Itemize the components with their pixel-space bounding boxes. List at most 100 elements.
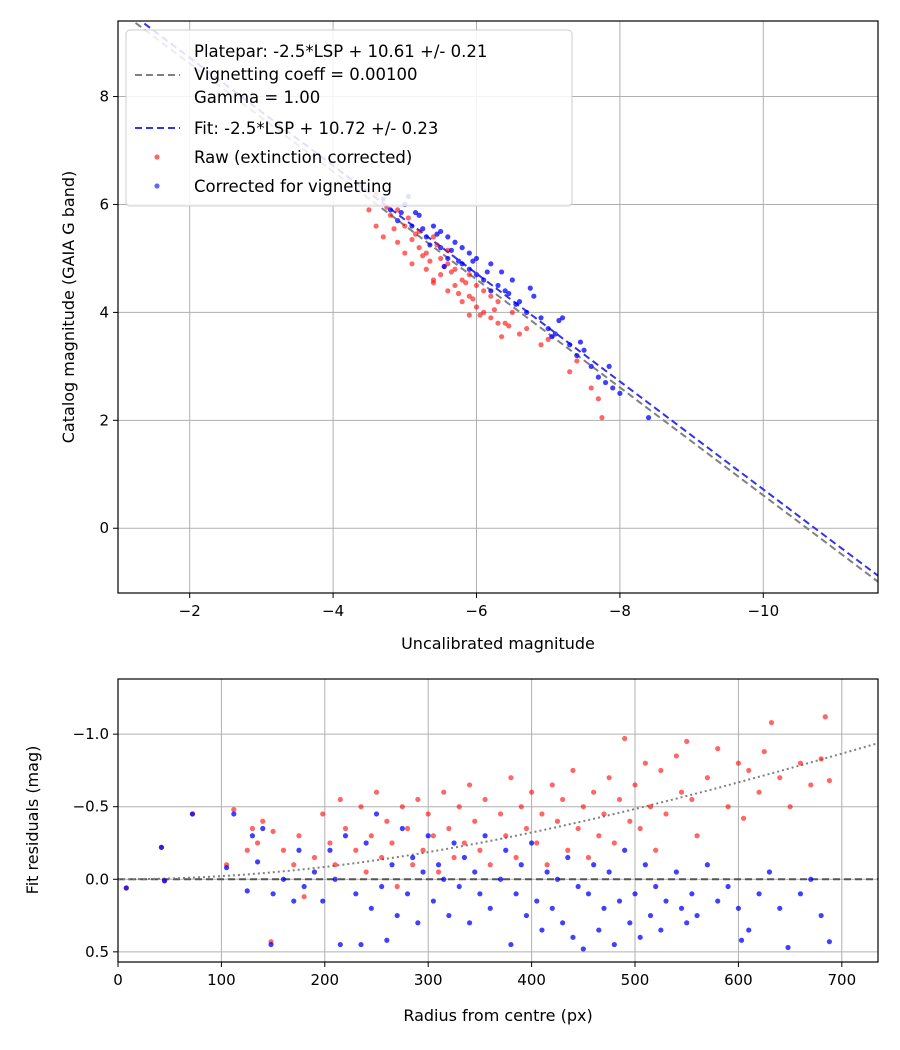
bot-x-tick-label: 400 (517, 971, 546, 989)
bot-point-raw (606, 775, 612, 781)
top-point-raw (445, 261, 451, 267)
bot-point-corrected (746, 927, 752, 933)
bottom-points (123, 714, 833, 952)
top-point-raw (538, 342, 544, 348)
top-x-tick-label: −6 (465, 602, 487, 620)
top-point-raw (502, 320, 508, 326)
bot-point-raw (580, 804, 586, 810)
bot-point-raw (565, 847, 571, 853)
bot-point-raw (585, 854, 592, 861)
bot-point-corrected (161, 878, 168, 884)
bot-point-raw (311, 854, 318, 861)
top-point-raw (380, 234, 386, 240)
top-point-corrected (420, 226, 426, 232)
top-point-corrected (452, 239, 458, 245)
top-point-corrected (495, 282, 501, 289)
bot-x-tick-label: 0 (113, 971, 123, 989)
bot-point-raw (529, 789, 535, 795)
bot-point-raw (596, 833, 602, 839)
bot-point-raw (301, 894, 307, 900)
bot-point-raw (826, 777, 833, 784)
bot-point-corrected (735, 905, 742, 911)
bot-point-raw (358, 804, 364, 810)
top-point-raw (438, 255, 444, 262)
bot-point-corrected (596, 927, 602, 933)
top-point-corrected (438, 228, 444, 235)
bot-point-corrected (373, 811, 380, 817)
bot-point-corrected (368, 905, 374, 911)
bot-point-corrected (785, 944, 791, 951)
bot-point-raw (808, 782, 814, 788)
bot-point-corrected (560, 920, 566, 926)
top-point-raw (455, 290, 462, 297)
bot-point-corrected (363, 840, 369, 846)
bot-point-raw (320, 811, 326, 817)
bot-point-raw (363, 869, 369, 875)
bot-point-corrected (389, 862, 395, 868)
bot-point-corrected (296, 847, 302, 853)
legend-raw-label: Raw (extinction corrected) (194, 148, 412, 167)
bot-point-corrected (379, 883, 385, 890)
legend-platepar-line-2: Vignetting coeff = 0.00100 (194, 65, 418, 84)
bot-x-tick-label: 100 (207, 971, 236, 989)
bot-point-corrected (472, 869, 478, 875)
top-point-corrected (509, 277, 515, 283)
top-point-raw (473, 304, 480, 310)
top-point-corrected (513, 301, 519, 307)
bot-point-raw (379, 854, 385, 861)
bot-point-raw (787, 804, 793, 810)
bot-point-raw (534, 840, 540, 846)
top-point-corrected (484, 269, 490, 275)
top-x-axis-label: Uncalibrated magnitude (401, 634, 595, 653)
bot-point-raw (337, 796, 343, 803)
bot-point-corrected (653, 883, 659, 890)
top-point-raw (427, 258, 433, 264)
top-point-raw (445, 247, 451, 253)
bot-point-corrected (254, 859, 261, 865)
bot-point-raw (560, 796, 566, 803)
bot-point-corrected (497, 876, 504, 882)
bot-point-raw (497, 811, 504, 817)
bot-point-raw (410, 862, 416, 868)
top-point-corrected (498, 269, 505, 275)
bot-point-corrected (704, 862, 710, 868)
bot-point-raw (627, 818, 633, 824)
bot-point-corrected (766, 869, 773, 875)
top-x-tick-label: −4 (322, 602, 344, 620)
bot-x-tick-label: 700 (827, 971, 856, 989)
top-point-raw (409, 236, 415, 243)
bot-point-corrected (611, 941, 617, 948)
bot-point-raw (570, 767, 576, 774)
top-point-corrected (434, 231, 440, 237)
bottom-y-ticks: 0.5 0.0 −0.5 −1.0 (73, 725, 118, 961)
bot-point-raw (472, 818, 478, 824)
bot-point-corrected (518, 862, 524, 868)
top-point-corrected (438, 245, 444, 251)
bottom-x-axis-label: Radius from centre (px) (403, 1006, 592, 1025)
bot-point-corrected (715, 898, 721, 904)
bot-point-corrected (554, 876, 561, 882)
top-point-corrected (445, 255, 451, 262)
bot-point-corrected (580, 946, 586, 952)
bot-point-corrected (539, 927, 545, 933)
bot-point-corrected (808, 876, 814, 882)
top-point-corrected (545, 325, 551, 332)
bot-point-raw (554, 818, 561, 824)
top-point-raw (402, 250, 408, 256)
top-point-corrected (574, 352, 580, 359)
top-point-corrected (423, 234, 429, 240)
top-point-corrected (516, 299, 523, 305)
bot-point-corrected (415, 920, 421, 926)
bot-point-raw (508, 775, 514, 781)
bot-point-raw (678, 789, 685, 795)
bot-y-tick-label: −0.5 (73, 798, 109, 816)
top-point-raw (481, 309, 487, 315)
bottom-y-axis-label: Fit residuals (mag) (23, 746, 42, 895)
bot-point-corrected (332, 876, 338, 882)
top-point-raw (366, 207, 372, 213)
top-point-corrected (427, 242, 433, 248)
bot-point-corrected (647, 912, 654, 919)
bot-y-tick-label: 0.0 (85, 870, 109, 888)
top-point-raw (420, 253, 426, 259)
